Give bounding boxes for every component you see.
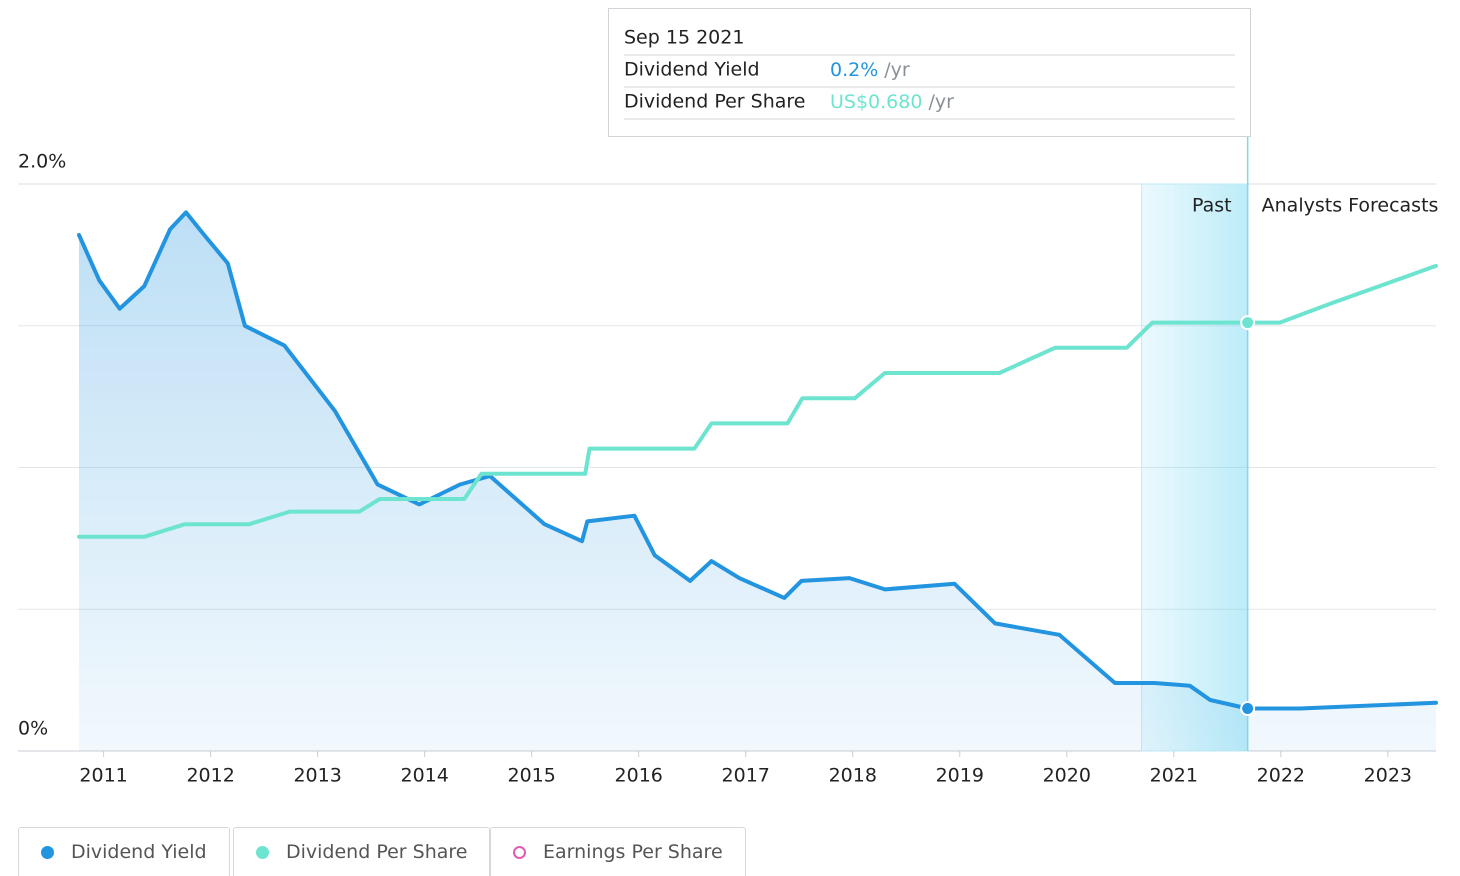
legend-label: Dividend Per Share [286,841,468,863]
legend-label: Dividend Yield [71,841,207,863]
legend-button[interactable]: Dividend Yield [18,827,230,876]
x-tick-label: 2021 [1150,765,1198,787]
chart: 0% 2.0% Past Analysts Forecasts 2011 2012 2013… [18,8,1439,787]
tooltip-unit: /yr [884,59,910,81]
x-tick-label: 2018 [829,765,877,787]
x-tick-label: 2017 [722,765,770,787]
legend-swatch [513,845,526,859]
area [79,212,1436,751]
tooltip-box [608,8,1251,137]
tooltip-value-text: US$0.680 [830,91,922,113]
tooltip-value: 0.2% /yr [830,59,910,81]
tooltip: Sep 15 2021 Dividend Yield 0.2% /yr Dividend… [608,8,1251,137]
line [77,210,1438,711]
tooltip-unit: /yr [928,91,954,113]
legend-label: Earnings Per Share [543,841,723,863]
x-tick-label: 2014 [400,765,448,787]
x-tick-label: 2011 [79,765,127,787]
legend-button[interactable]: Earnings Per Share [490,827,746,876]
cursor-point [1240,700,1256,716]
x-tick-label: 2012 [186,765,234,787]
past-region [1141,183,1249,752]
tooltip-value: US$0.680/yr [830,91,954,113]
legend-swatch [256,845,269,859]
tooltip-date: Sep 15 2021 [624,27,744,49]
x-tick-label: 2022 [1257,765,1305,787]
x-tick-label: 2023 [1364,765,1412,787]
x-tick-label: 2016 [615,765,663,787]
tooltip-label: Dividend Per Share [624,91,805,113]
x-tick-label: 2015 [508,765,556,787]
cursor-point [1240,315,1256,331]
legend-swatch [41,845,54,859]
line [77,263,1438,539]
y-tick-label: 2.0% [18,151,66,173]
tooltip-label: Dividend Yield [624,59,760,81]
y-tick-label: 0% [18,718,48,740]
legend-button[interactable]: Dividend Per Share [233,827,491,876]
x-tick-label: 2019 [936,765,984,787]
tooltip-value-text: 0.2% [830,59,878,81]
past-label: Past [1192,195,1232,217]
x-tick-label: 2020 [1043,765,1091,787]
forecast-label: Analysts Forecasts [1262,195,1439,217]
x-tick-label: 2013 [293,765,341,787]
